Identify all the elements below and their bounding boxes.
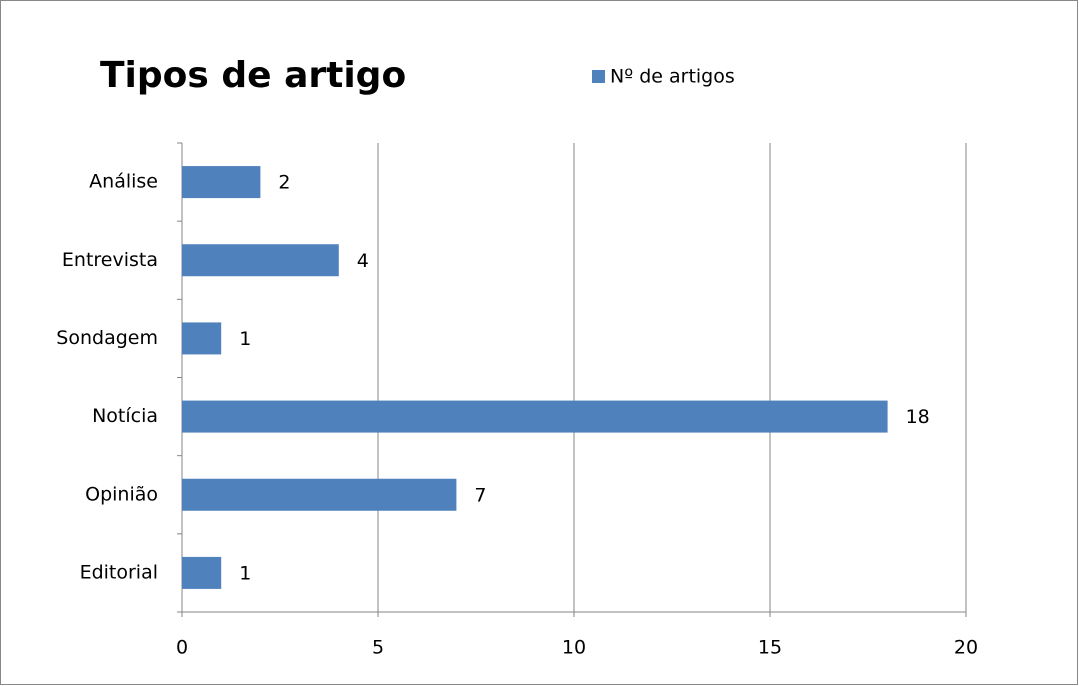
data-label: 4 — [357, 250, 369, 272]
x-tick-label: 10 — [562, 637, 586, 659]
y-tick-label: Análise — [89, 171, 158, 193]
legend-swatch — [592, 70, 605, 83]
chart-title: Tipos de artigo — [100, 55, 406, 96]
y-tick-label: Sondagem — [56, 327, 158, 349]
bar — [182, 556, 222, 589]
y-tick-label: Entrevista — [62, 249, 158, 271]
data-label: 1 — [239, 328, 251, 350]
x-tick-label: 5 — [372, 637, 384, 659]
x-tick-label: 15 — [758, 637, 782, 659]
x-tick-label: 0 — [176, 637, 188, 659]
y-tick-label: Opinião — [85, 483, 158, 505]
y-tick-label: Notícia — [92, 405, 158, 427]
bar — [182, 166, 261, 199]
bar — [182, 400, 888, 433]
bar — [182, 478, 457, 511]
legend-label: Nº de artigos — [610, 66, 735, 88]
data-label: 2 — [278, 172, 290, 194]
bar — [182, 244, 339, 277]
x-tick-label: 20 — [954, 637, 978, 659]
data-label: 1 — [239, 562, 251, 584]
data-label: 7 — [474, 484, 486, 506]
y-tick-label: Editorial — [80, 561, 158, 583]
bar — [182, 322, 222, 355]
data-label: 18 — [906, 406, 930, 428]
